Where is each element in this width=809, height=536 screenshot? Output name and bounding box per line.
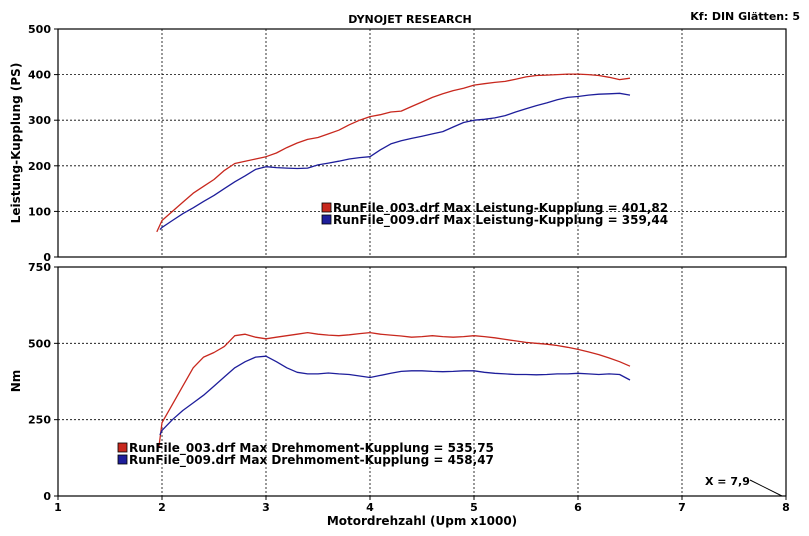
torque-series-lines xyxy=(158,331,631,448)
torque-y-axis-title: Nm xyxy=(9,370,23,393)
torque-series-line-009 xyxy=(159,355,631,436)
rpm-x-tick-label: 4 xyxy=(366,501,374,514)
power-y-tick-label: 0 xyxy=(43,251,51,264)
power-y-axis-title: Leistung-Kupplung (PS) xyxy=(9,63,23,224)
power-legend-entry: RunFile_009.drf Max Leistung-Kupplung = … xyxy=(333,213,668,228)
rpm-x-axis-title: Motordrehzahl (Upm x1000) xyxy=(327,514,517,528)
chart-header-title: DYNOJET RESEARCH xyxy=(348,13,471,26)
torque-y-tick-label: 750 xyxy=(28,261,51,274)
power-legend-swatch xyxy=(321,214,332,225)
rpm-x-tick-label: 7 xyxy=(678,501,686,514)
power-legend-entry: RunFile_003.drf Max Leistung-Kupplung = … xyxy=(333,201,668,216)
power-y-tick-label: 100 xyxy=(28,205,51,218)
torque-y-ticks: 0 250 500 750 xyxy=(28,261,58,503)
power-legend-swatch xyxy=(321,202,332,213)
power-series-line-009 xyxy=(159,92,631,231)
cursor-pointer-line xyxy=(749,479,783,497)
rpm-x-tick-label: 2 xyxy=(158,501,166,514)
rpm-x-ticks: 1 2 3 4 5 6 7 8 xyxy=(54,496,790,514)
cursor-readout: X = 7,9 xyxy=(705,475,750,488)
power-y-tick-label: 400 xyxy=(28,69,51,82)
rpm-x-tick-label: 3 xyxy=(262,501,270,514)
correction-settings: Kf: DIN Glätten: 5 xyxy=(690,10,800,23)
torque-legend-entry: RunFile_009.drf Max Drehmoment-Kupplung … xyxy=(129,453,494,468)
power-series-lines xyxy=(156,73,631,233)
torque-panel-frame xyxy=(57,266,787,497)
torque-grid xyxy=(58,267,786,496)
torque-series-line-003 xyxy=(158,331,631,448)
power-panel: 0 100 200 300 400 500 RunFile_003.drf Max Lei… xyxy=(9,23,787,264)
power-y-tick-label: 500 xyxy=(28,23,51,36)
power-series-line-003 xyxy=(156,73,631,233)
rpm-x-tick-label: 1 xyxy=(54,501,62,514)
power-panel-frame xyxy=(57,28,787,258)
torque-y-tick-label: 250 xyxy=(28,414,51,427)
power-y-ticks: 0 100 200 300 400 500 xyxy=(28,23,58,264)
rpm-x-tick-label: 6 xyxy=(574,501,582,514)
torque-y-tick-label: 500 xyxy=(28,337,51,350)
rpm-x-tick-label: 8 xyxy=(782,501,790,514)
power-legend: RunFile_003.drf Max Leistung-Kupplung = … xyxy=(321,201,668,228)
torque-legend-swatch xyxy=(117,454,128,465)
torque-panel: 0 250 500 750 RunFile_003.drf Max Drehmomen… xyxy=(9,261,787,503)
torque-legend-entry: RunFile_003.drf Max Drehmoment-Kupplung … xyxy=(129,441,494,456)
torque-y-tick-label: 0 xyxy=(43,490,51,503)
power-y-tick-label: 300 xyxy=(28,114,51,127)
power-y-tick-label: 200 xyxy=(28,160,51,173)
power-grid xyxy=(58,29,786,257)
rpm-x-tick-label: 5 xyxy=(470,501,478,514)
torque-legend-swatch xyxy=(117,442,128,453)
torque-legend: RunFile_003.drf Max Drehmoment-Kupplung … xyxy=(117,441,494,468)
